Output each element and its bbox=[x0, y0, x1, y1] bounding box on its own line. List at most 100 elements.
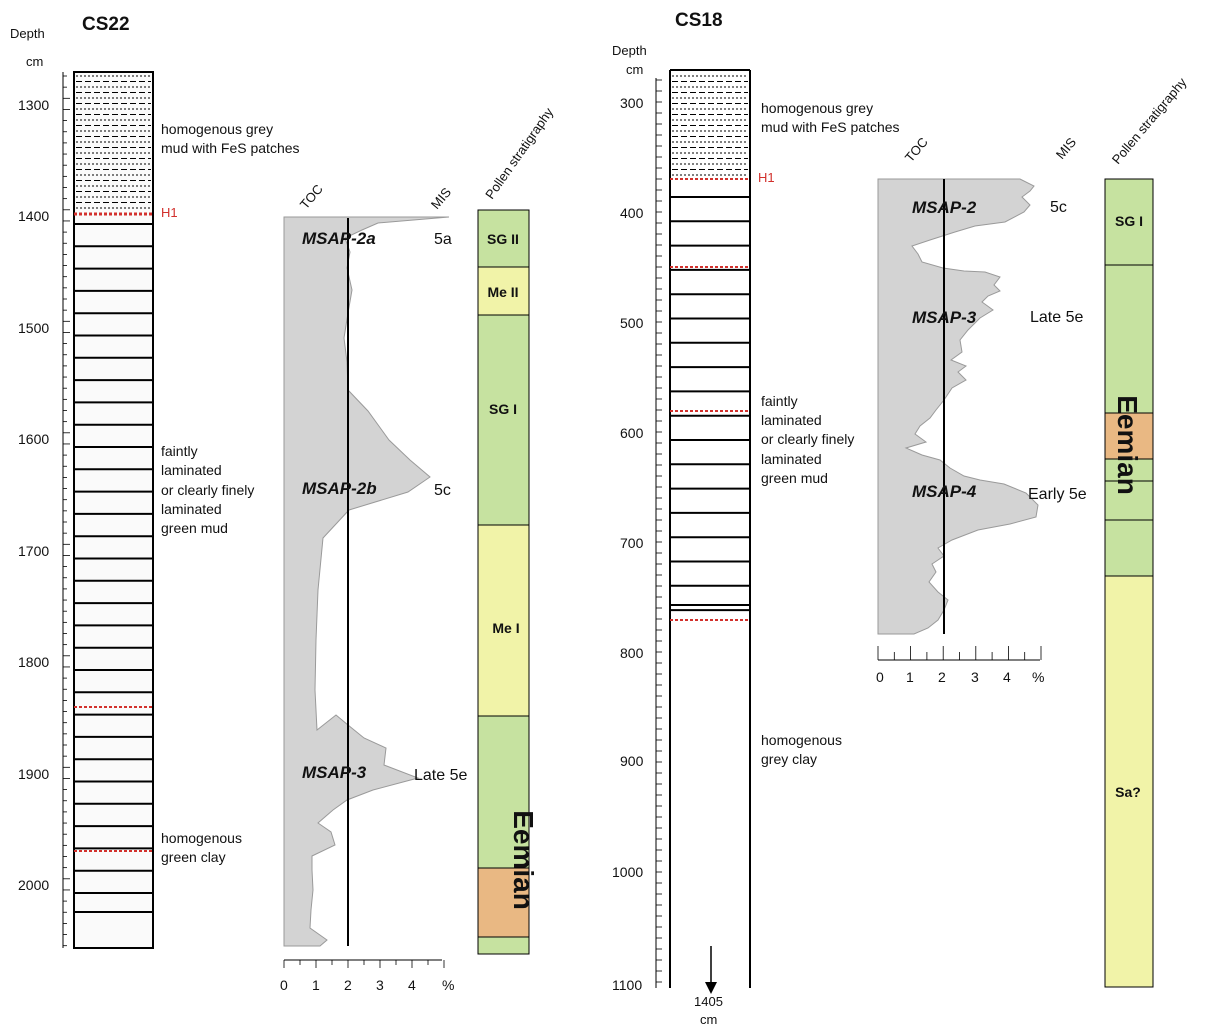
cs22-depth-label: Depth bbox=[10, 26, 45, 41]
cs22-depth-tick: 1400 bbox=[18, 208, 49, 224]
msap-label: MSAP-2 bbox=[912, 198, 977, 217]
cs22-depth-unit: cm bbox=[26, 54, 43, 69]
description-line: laminated bbox=[161, 501, 222, 517]
description-line: or clearly finely bbox=[761, 431, 854, 447]
pollen-zone-label: SG I bbox=[489, 401, 517, 417]
cs18-core-log bbox=[669, 69, 751, 994]
cs18-depth-tick: 700 bbox=[620, 535, 644, 551]
description-line: laminated bbox=[761, 451, 822, 467]
pollen-zone-label: SG II bbox=[487, 231, 519, 247]
cs22-title: CS22 bbox=[82, 14, 130, 35]
cs18-pollen-header: Pollen stratigraphy bbox=[1109, 74, 1190, 167]
cs18-depth-tick: 600 bbox=[620, 425, 644, 441]
cs22-pollen-header: Pollen stratigraphy bbox=[482, 105, 556, 202]
cs22-toc-panel: TOC MIS MSAP-2a MSAP-2b MSAP-3 5a 5c Lat… bbox=[280, 181, 467, 993]
cs18-base-arrowhead bbox=[705, 982, 717, 994]
cs18-depth-tick: 500 bbox=[620, 315, 644, 331]
cs18-h1-label: H1 bbox=[758, 170, 775, 185]
cs22-depth-tick: 1800 bbox=[18, 654, 49, 670]
cs22-pollen-column: Pollen stratigraphy SG II Me II SG I Me … bbox=[477, 105, 557, 955]
cs18-depth-tick: 400 bbox=[620, 205, 644, 221]
toc-axis-tick: 2 bbox=[938, 669, 946, 685]
cs18-depth-tick: 1000 bbox=[612, 864, 643, 880]
cs18-pollen-column: Pollen stratigraphy SG I Sa? Eemian bbox=[1104, 74, 1190, 988]
mis-label: 5c bbox=[434, 482, 451, 499]
cs18-toc-panel: TOC MIS MSAP-2 MSAP-3 MSAP-4 5c Late 5e … bbox=[876, 134, 1087, 685]
toc-axis-tick: 0 bbox=[280, 977, 288, 993]
cs22-depth-tick: 1700 bbox=[18, 543, 49, 559]
cs18-depth-tick-labels: 300 400 500 600 700 800 900 1000 1100 bbox=[612, 95, 644, 993]
cs22-toc-curve bbox=[283, 216, 450, 947]
toc-axis-tick: 0 bbox=[876, 669, 884, 685]
cs18-depth-unit: cm bbox=[626, 62, 643, 77]
description-line: faintly bbox=[761, 393, 798, 409]
description-line: green mud bbox=[761, 470, 828, 486]
description-line: homogenous bbox=[761, 732, 842, 748]
toc-axis-tick: 3 bbox=[376, 977, 384, 993]
cs22-depth-tick: 1900 bbox=[18, 766, 49, 782]
cs22-core-log bbox=[73, 71, 154, 949]
cs18-lithology-description: homogenous grey mud with FeS patches fai… bbox=[761, 100, 900, 767]
cs18-depth-tick: 900 bbox=[620, 753, 644, 769]
cs18-depth-axis bbox=[655, 78, 662, 988]
pollen-zone-label: SG I bbox=[1115, 213, 1143, 229]
description-line: grey clay bbox=[761, 751, 817, 767]
description-line: laminated bbox=[161, 462, 222, 478]
msap-label: MSAP-4 bbox=[912, 482, 977, 501]
toc-axis-unit: % bbox=[1032, 669, 1044, 685]
cs18-toc-curve bbox=[877, 178, 1039, 635]
description-line: homogenous grey bbox=[161, 121, 273, 137]
cs22-depth-tick: 1300 bbox=[18, 97, 49, 113]
cs22-depth-tick: 1500 bbox=[18, 320, 49, 336]
mis-label: Early 5e bbox=[1028, 486, 1087, 503]
description-line: mud with FeS patches bbox=[161, 140, 300, 156]
cs22-depth-tick-labels: 1300 1400 1500 1600 1700 1800 1900 2000 bbox=[18, 97, 49, 893]
mis-label: 5a bbox=[434, 231, 452, 248]
eemian-label: Eemian bbox=[508, 810, 539, 910]
description-line: homogenous bbox=[161, 830, 242, 846]
toc-axis-tick: 1 bbox=[312, 977, 320, 993]
description-line: faintly bbox=[161, 443, 198, 459]
cs18-depth-tick: 800 bbox=[620, 645, 644, 661]
toc-axis-tick: 4 bbox=[1003, 669, 1011, 685]
mis-label: Late 5e bbox=[414, 767, 467, 784]
description-line: mud with FeS patches bbox=[761, 119, 900, 135]
description-line: green mud bbox=[161, 520, 228, 536]
toc-axis-tick: 4 bbox=[408, 977, 416, 993]
cs18-depth-tick: 1100 bbox=[612, 977, 642, 993]
pollen-zone-label: Me II bbox=[487, 284, 518, 300]
pollen-zone-label: Me I bbox=[492, 620, 519, 636]
mis-label: Late 5e bbox=[1030, 309, 1083, 326]
cs18-title: CS18 bbox=[675, 10, 723, 31]
cs22-lithology-description: homogenous grey mud with FeS patches fai… bbox=[161, 121, 300, 865]
msap-label: MSAP-2a bbox=[302, 229, 376, 248]
cs22-h1-label: H1 bbox=[161, 205, 178, 220]
cs18-toc-header: TOC bbox=[902, 134, 931, 164]
toc-axis-tick: 3 bbox=[971, 669, 979, 685]
cs22-panel: CS22 Depth cm 1300 1400 1500 1600 1700 1… bbox=[10, 14, 557, 993]
cs22-depth-tick: 2000 bbox=[18, 877, 49, 893]
description-line: laminated bbox=[761, 412, 822, 428]
eemian-label: Eemian bbox=[1112, 395, 1143, 495]
cs18-base-depth: 1405 bbox=[694, 994, 723, 1009]
cs18-mis-header: MIS bbox=[1053, 134, 1080, 162]
msap-label: MSAP-3 bbox=[302, 763, 367, 782]
cs22-depth-axis bbox=[62, 72, 70, 948]
description-line: homogenous grey bbox=[761, 100, 873, 116]
toc-axis-unit: % bbox=[442, 977, 454, 993]
cs18-depth-tick: 300 bbox=[620, 95, 644, 111]
pollen-zone-label: Sa? bbox=[1115, 784, 1141, 800]
cs18-panel: CS18 Depth cm 300 400 500 600 700 800 90… bbox=[612, 10, 1190, 1025]
mis-label: 5c bbox=[1050, 199, 1067, 216]
description-line: or clearly finely bbox=[161, 482, 254, 498]
toc-axis-tick: 1 bbox=[906, 669, 914, 685]
cs22-toc-header: TOC bbox=[297, 181, 326, 211]
toc-axis-tick: 2 bbox=[344, 977, 352, 993]
msap-label: MSAP-3 bbox=[912, 308, 977, 327]
cs22-depth-tick: 1600 bbox=[18, 431, 49, 447]
cs18-base-unit: cm bbox=[700, 1012, 717, 1025]
description-line: green clay bbox=[161, 849, 226, 865]
msap-label: MSAP-2b bbox=[302, 479, 377, 498]
cs22-mis-header: MIS bbox=[428, 184, 455, 212]
